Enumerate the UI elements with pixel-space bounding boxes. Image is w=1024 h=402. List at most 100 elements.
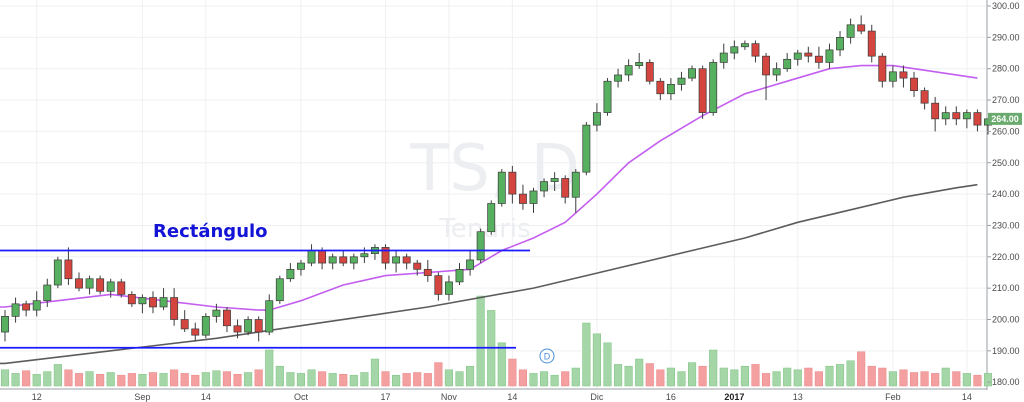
candle-body bbox=[793, 52, 802, 60]
volume-bar bbox=[53, 364, 62, 387]
candle-body bbox=[624, 65, 633, 76]
candle-body bbox=[540, 181, 549, 192]
candle-body bbox=[127, 294, 136, 305]
volume-bar bbox=[466, 365, 475, 387]
volume-bar bbox=[349, 374, 358, 387]
candle-body bbox=[117, 281, 126, 295]
volume-bar bbox=[920, 371, 929, 387]
volume-bars bbox=[0, 295, 993, 387]
candle-body bbox=[709, 62, 718, 113]
candle-body bbox=[952, 112, 961, 120]
candle-body bbox=[476, 231, 485, 261]
candle-body bbox=[349, 256, 358, 264]
candle-body bbox=[75, 278, 83, 289]
candle-body bbox=[244, 319, 253, 333]
volume-bar bbox=[931, 373, 940, 387]
volume-bar bbox=[74, 373, 84, 387]
volume-bar bbox=[180, 373, 189, 387]
volume-bar bbox=[148, 372, 158, 387]
volume-bar bbox=[656, 369, 665, 387]
candle-body bbox=[582, 124, 591, 173]
volume-bar bbox=[328, 373, 337, 387]
volume-bar bbox=[582, 322, 591, 387]
volume-bar bbox=[275, 365, 284, 387]
volume-bar bbox=[941, 367, 950, 387]
volume-bar bbox=[962, 373, 971, 387]
watermark-symbol: TS, D bbox=[409, 132, 580, 206]
dividend-marker[interactable]: D bbox=[539, 348, 555, 364]
y-tick-label: 290.00 bbox=[992, 32, 1020, 42]
candle-body bbox=[603, 80, 612, 113]
volume-bar bbox=[106, 372, 115, 387]
candle-body bbox=[254, 319, 263, 333]
candle-body bbox=[1, 316, 9, 333]
last-price-tag: 264.00 bbox=[988, 112, 1022, 125]
volume-bar bbox=[497, 342, 506, 387]
x-tick-label: 14 bbox=[201, 392, 211, 402]
candle-body bbox=[614, 74, 623, 82]
volume-bar bbox=[434, 362, 443, 387]
candle-body bbox=[360, 253, 369, 258]
y-tick-label: 220.00 bbox=[992, 252, 1020, 262]
candle-body bbox=[233, 325, 242, 333]
price-axis[interactable]: 300.00 290.00 280.00 270.00 260.00 250.00 240.… bbox=[987, 1, 1020, 387]
volume-bar bbox=[635, 358, 644, 387]
volume-bar bbox=[804, 367, 813, 387]
y-tick-label: 250.00 bbox=[992, 158, 1020, 168]
candle-body bbox=[392, 256, 401, 264]
candle-body bbox=[138, 297, 147, 305]
candle-body bbox=[64, 259, 73, 280]
candle-body bbox=[973, 112, 982, 126]
volume-bar bbox=[370, 358, 379, 387]
volume-bar bbox=[170, 369, 179, 387]
candle-body bbox=[297, 262, 305, 270]
volume-bar bbox=[571, 367, 580, 387]
volume-bar bbox=[867, 365, 876, 387]
y-tick-label: 180.00 bbox=[992, 377, 1020, 387]
volume-bar bbox=[244, 372, 253, 387]
volume-bar bbox=[740, 365, 749, 387]
rectangle-annotation[interactable]: Rectángulo bbox=[153, 221, 268, 242]
y-tick-label: 270.00 bbox=[992, 95, 1020, 105]
volume-bar bbox=[645, 363, 654, 387]
candle-body bbox=[339, 256, 348, 264]
volume-bar bbox=[96, 374, 105, 387]
volume-bar bbox=[381, 371, 390, 387]
candle-body bbox=[518, 193, 527, 204]
candle-body bbox=[180, 319, 189, 330]
x-tick-label: Nov bbox=[441, 392, 458, 402]
volume-bar bbox=[32, 374, 41, 387]
volume-bar bbox=[783, 367, 792, 387]
volume-bar bbox=[846, 360, 855, 387]
volume-bar bbox=[814, 371, 823, 387]
volume-bar bbox=[973, 374, 982, 387]
candle-body bbox=[381, 247, 390, 264]
candle-body bbox=[466, 259, 475, 270]
candle-body bbox=[497, 171, 506, 204]
volume-bar bbox=[709, 349, 718, 387]
candle-body bbox=[740, 43, 749, 48]
x-tick-label: 12 bbox=[32, 392, 42, 402]
x-tick-label: Dic bbox=[590, 392, 603, 402]
candle-body bbox=[434, 275, 443, 295]
candle-body bbox=[11, 303, 20, 317]
volume-bar bbox=[64, 369, 73, 387]
candlesticks bbox=[1, 15, 992, 342]
y-tick-label: 210.00 bbox=[992, 283, 1020, 293]
candle-body bbox=[899, 71, 908, 79]
x-tick-label: Oct bbox=[294, 392, 309, 402]
y-tick-label: 190.00 bbox=[992, 346, 1020, 356]
rectangle-pattern[interactable] bbox=[0, 249, 530, 349]
time-axis[interactable]: 12 Sep 14 Oct 17 Nov 14 Dic 16 2017 13 Feb 14 bbox=[32, 392, 972, 402]
volume-bar bbox=[719, 367, 728, 387]
volume-bar bbox=[265, 349, 274, 387]
candle-body bbox=[931, 102, 940, 120]
volume-bar bbox=[561, 371, 570, 387]
candle-body bbox=[508, 171, 517, 195]
volume-bar bbox=[222, 371, 232, 387]
volume-bar bbox=[899, 369, 908, 387]
volume-bar bbox=[698, 365, 707, 387]
candle-body bbox=[751, 43, 760, 57]
x-tick-label: 14 bbox=[507, 392, 517, 402]
